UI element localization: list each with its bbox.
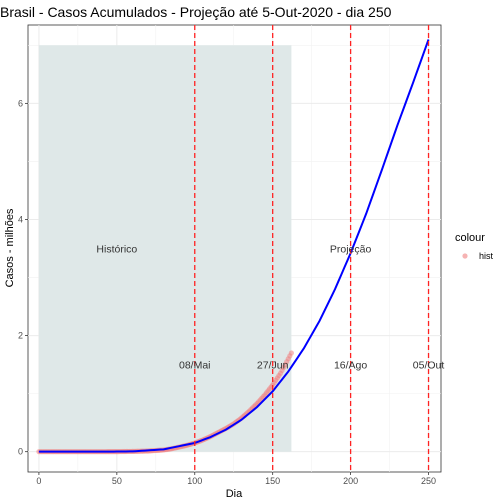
line-series xyxy=(38,39,430,453)
y-tick-label: 0 xyxy=(18,447,23,457)
y-tick-label: 4 xyxy=(18,214,23,224)
x-tick-label: 50 xyxy=(112,476,122,486)
legend-key xyxy=(462,253,468,259)
shaded-region xyxy=(38,45,292,452)
data-point xyxy=(288,350,294,356)
x-tick-label: 250 xyxy=(421,476,436,486)
ticks: 0 50 100 150 200 250 0 2 4 6 xyxy=(18,98,436,486)
vertical-line-label: 08/Mai xyxy=(179,360,211,372)
x-tick-label: 0 xyxy=(36,476,41,486)
x-tick-label: 150 xyxy=(265,476,280,486)
legend: colour hist xyxy=(455,232,494,261)
legend-title: colour xyxy=(455,232,485,244)
vertical-line-label: 27/Jun xyxy=(257,360,289,372)
historic-shade xyxy=(38,45,292,452)
y-tick-label: 6 xyxy=(18,98,23,108)
annotations: Histórico Projeção xyxy=(96,244,371,256)
x-axis-title: Dia xyxy=(226,488,243,500)
projection-line xyxy=(38,39,430,453)
x-tick-label: 200 xyxy=(343,476,358,486)
chart-title: Brasil - Casos Acumulados - Projeção até… xyxy=(0,4,392,20)
x-tick-label: 100 xyxy=(187,476,202,486)
legend-label: hist xyxy=(479,251,494,261)
vertical-lines: 08/Mai 27/Jun 16/Ago 05/Out xyxy=(179,25,444,472)
region-annotation: Projeção xyxy=(330,244,372,256)
y-axis-title: Casos - milhões xyxy=(4,208,16,287)
vertical-line-label: 16/Ago xyxy=(334,360,367,372)
y-tick-label: 2 xyxy=(18,331,23,341)
region-annotation: Histórico xyxy=(96,244,137,256)
vertical-line-label: 05/Out xyxy=(413,360,445,372)
